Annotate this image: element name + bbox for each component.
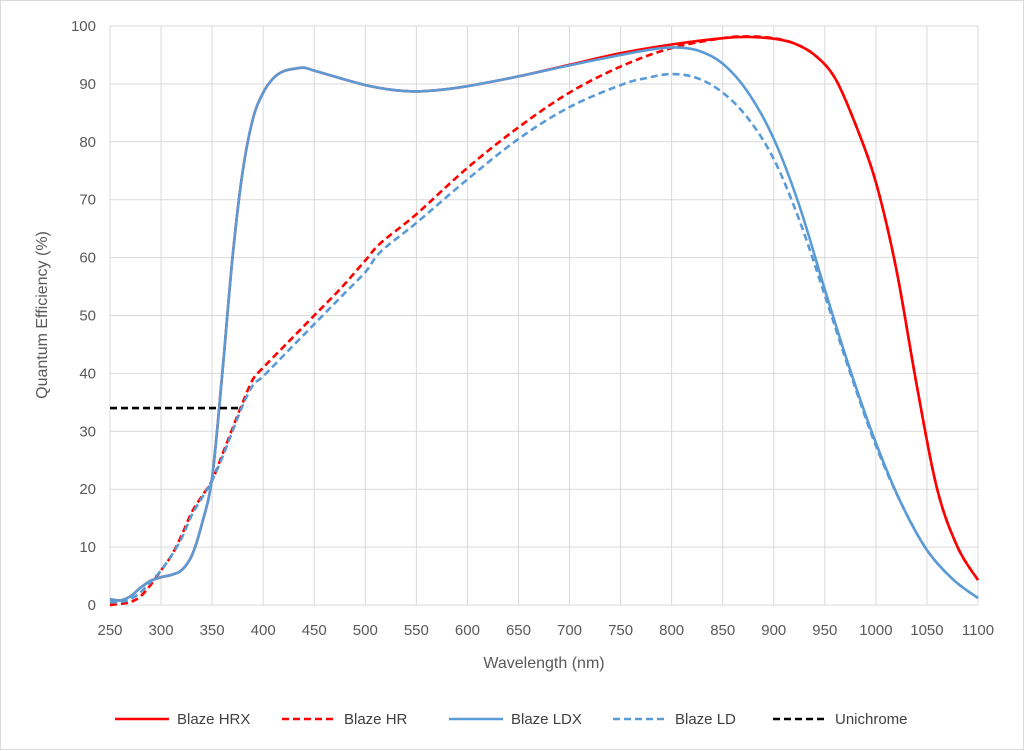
y-tick-label: 0: [88, 597, 96, 614]
x-tick-label: 350: [200, 622, 225, 639]
y-tick-label: 20: [79, 481, 96, 498]
x-tick-label: 700: [557, 622, 582, 639]
x-tick-label: 600: [455, 622, 480, 639]
x-tick-label: 950: [812, 622, 837, 639]
legend-label: Blaze LDX: [511, 711, 582, 728]
y-tick-label: 30: [79, 423, 96, 440]
x-tick-label: 250: [97, 622, 122, 639]
y-tick-label: 40: [79, 365, 96, 382]
gridlines: [109, 25, 979, 606]
x-tick-label: 400: [251, 622, 276, 639]
x-tick-label: 1050: [910, 622, 943, 639]
x-tick-label: 750: [608, 622, 633, 639]
legend-label: Unichrome: [835, 711, 908, 728]
legend-label: Blaze HR: [344, 711, 408, 728]
series-line-blaze-ld: [109, 72, 979, 604]
x-tick-label: 1100: [962, 622, 994, 639]
y-tick-label: 100: [71, 18, 96, 35]
series-line-blaze-ldx: [109, 46, 979, 602]
y-tick-label: 90: [79, 76, 96, 93]
x-tick-label: 450: [302, 622, 327, 639]
y-tick-label: 10: [79, 539, 96, 556]
x-tick-label: 300: [149, 622, 174, 639]
y-tick-label: 60: [79, 250, 96, 267]
legend-label: Blaze LD: [675, 711, 736, 728]
x-tick-labels: 250 300 350 400 450 500 550 600 650 700 750 800 850 9…: [97, 622, 994, 639]
y-tick-label: 80: [79, 134, 96, 151]
y-tick-label: 70: [79, 192, 96, 209]
y-axis-title: Quantum Efficiency (%): [34, 231, 51, 399]
series-lines: [109, 35, 980, 607]
x-tick-label: 650: [506, 622, 531, 639]
x-tick-label: 500: [353, 622, 378, 639]
legend: Blaze HRX Blaze HR Blaze LDX Blaze LD Unichr…: [115, 711, 908, 728]
legend-label: Blaze HRX: [177, 711, 250, 728]
x-tick-label: 800: [659, 622, 684, 639]
x-tick-label: 850: [710, 622, 735, 639]
x-tick-label: 900: [761, 622, 786, 639]
series-line-blaze-hr: [109, 35, 980, 607]
y-tick-label: 50: [79, 308, 96, 325]
x-axis-title: Wavelength (nm): [483, 655, 604, 672]
x-tick-label: 550: [404, 622, 429, 639]
x-tick-label: 1000: [859, 622, 892, 639]
y-tick-labels: 0 10 20 30 40 50 60 70 80 90 100: [71, 18, 96, 614]
